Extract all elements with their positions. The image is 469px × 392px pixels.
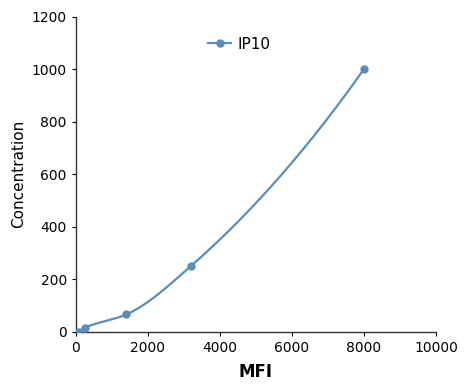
IP10 (82, 325, 88, 330)
IP10 (361, 67, 367, 71)
IP10 (75, 329, 81, 334)
Y-axis label: Concentration: Concentration (11, 120, 26, 228)
Legend: IP10: IP10 (202, 31, 277, 58)
IP10 (188, 263, 194, 268)
X-axis label: MFI: MFI (239, 363, 273, 381)
Line: IP10: IP10 (74, 65, 367, 335)
IP10 (123, 312, 129, 317)
